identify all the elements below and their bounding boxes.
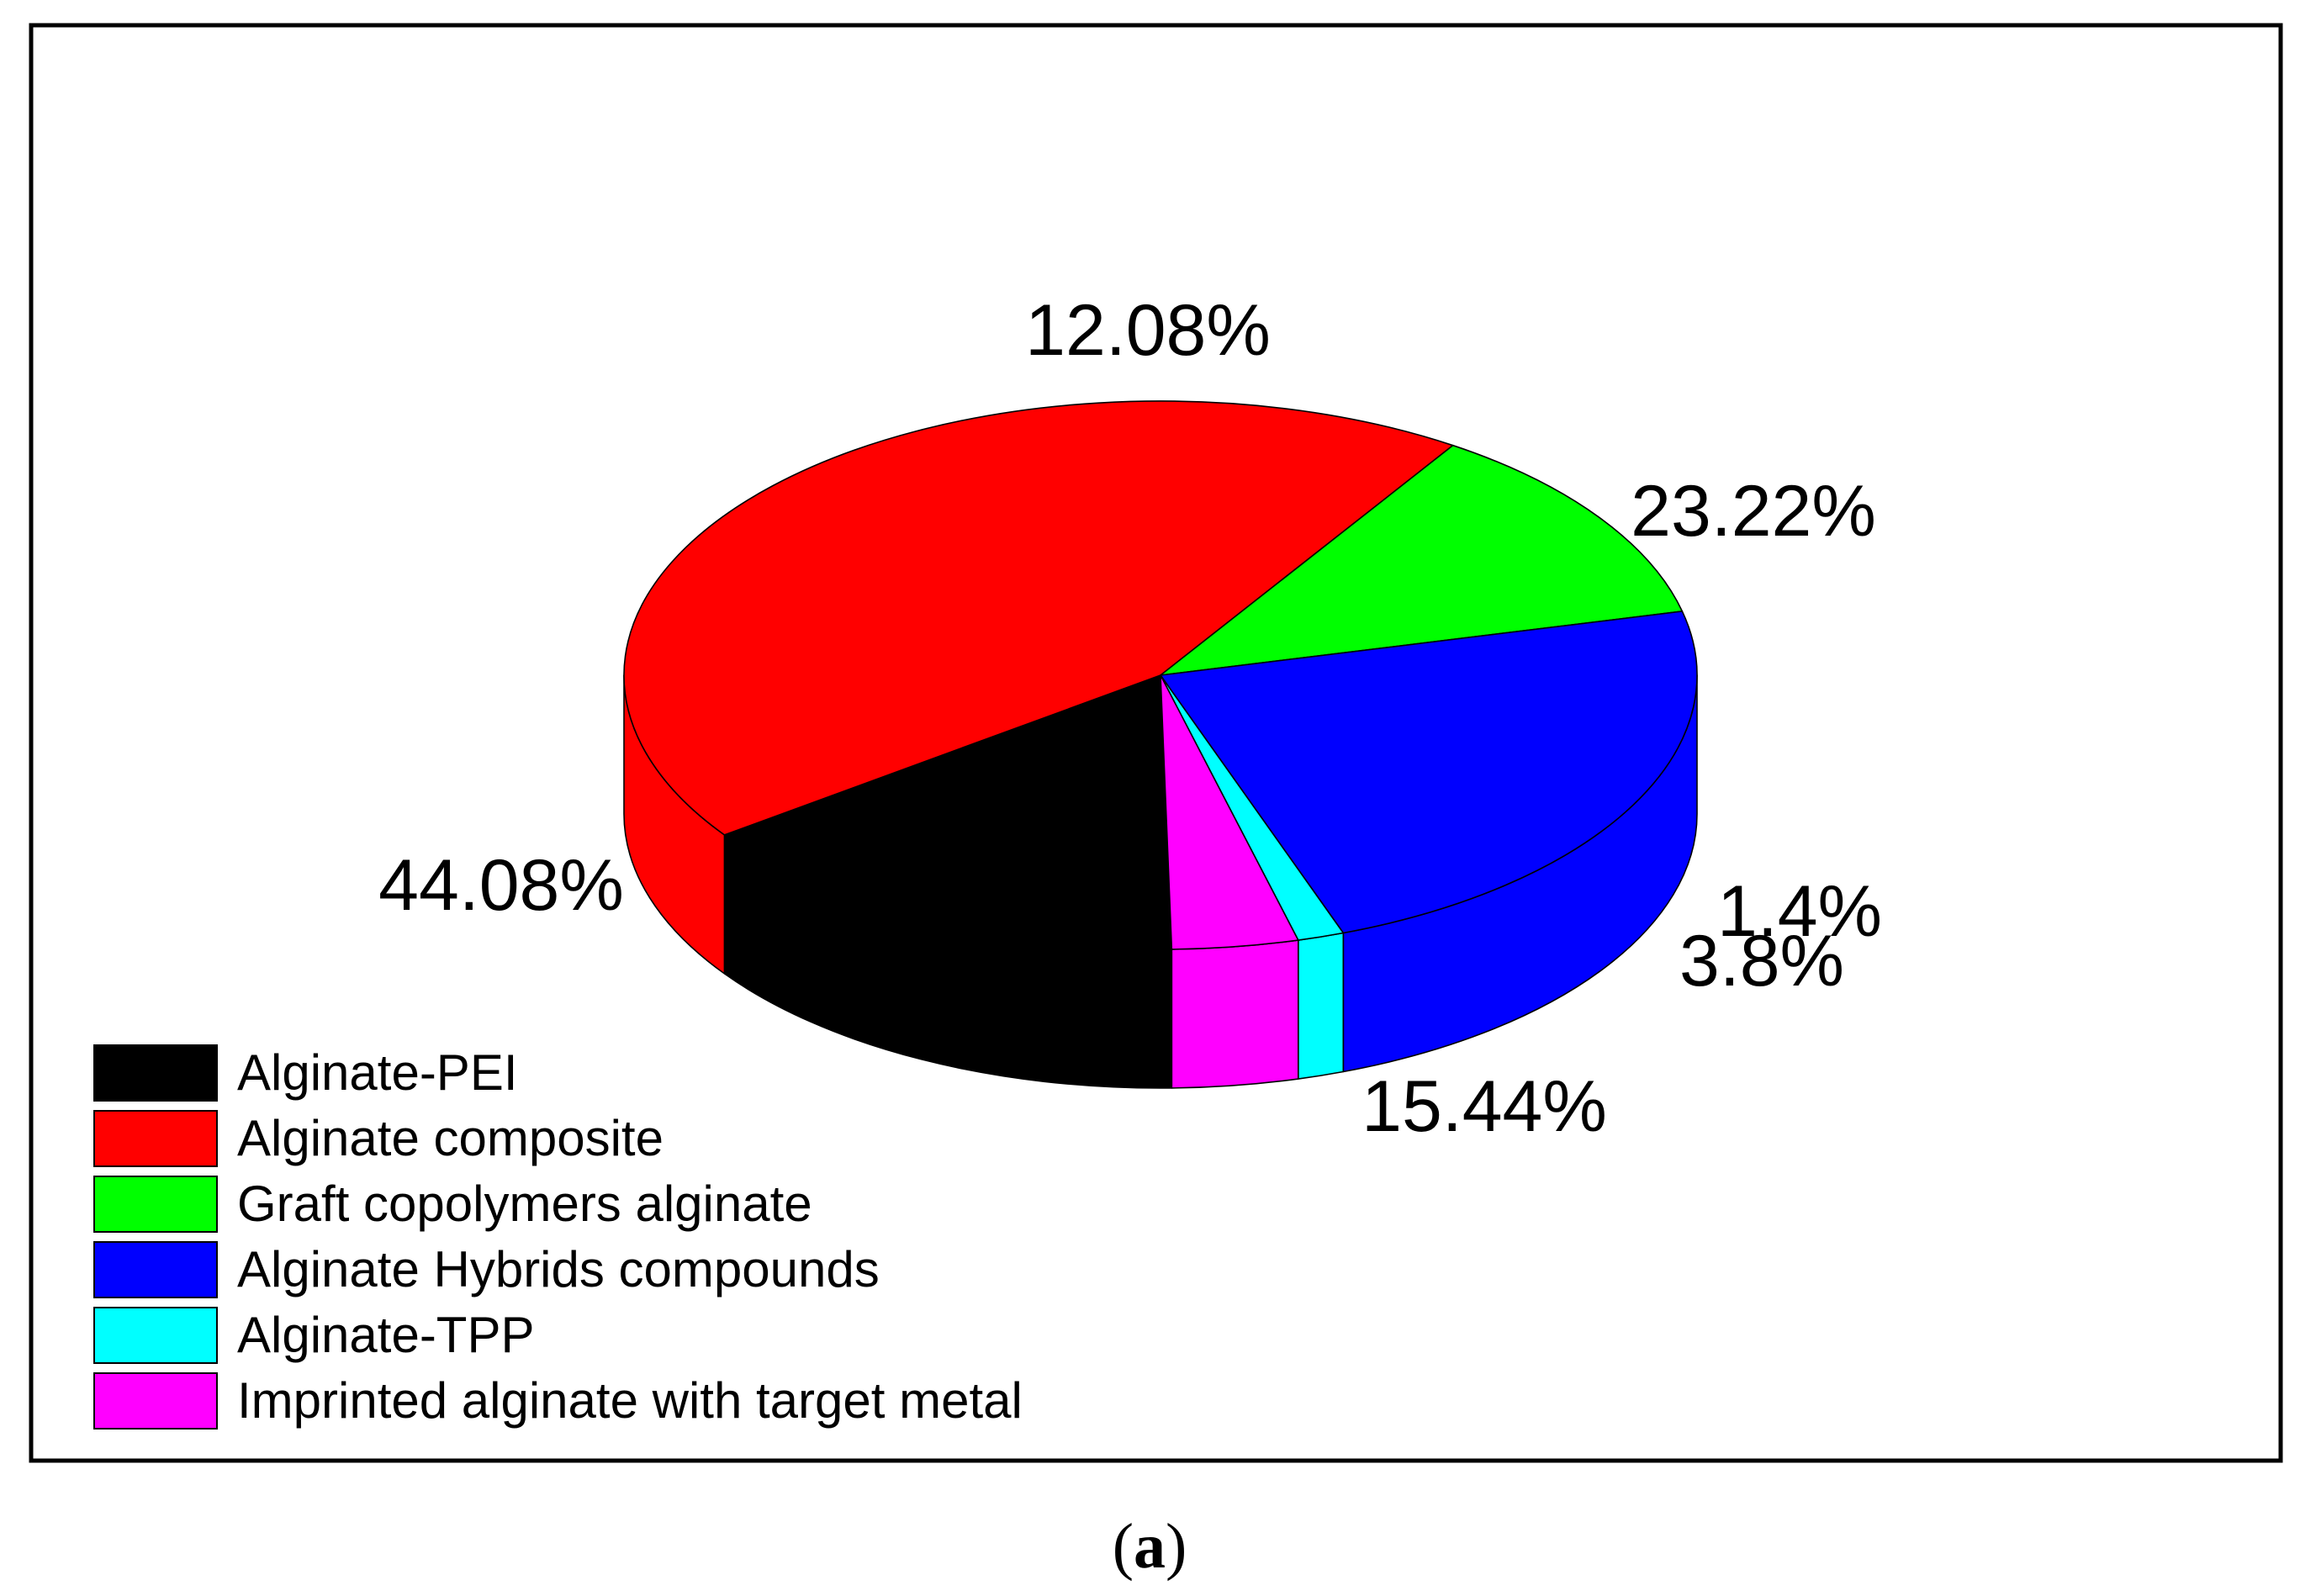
slice-label-0: 15.44%	[1361, 1066, 1607, 1147]
slice-label-1: 44.08%	[378, 845, 624, 926]
legend-swatch-4	[93, 1307, 218, 1364]
legend-label-2: Graft copolymers alginate	[237, 1176, 812, 1232]
legend-swatch-2	[93, 1176, 218, 1233]
pie-sides	[623, 674, 1698, 1089]
legend-label-1: Alginate composite	[237, 1110, 664, 1166]
legend: Alginate-PEI Alginate composite Graft copo…	[93, 1044, 1023, 1430]
slice-label-4: 1.4%	[1717, 871, 1882, 952]
slice-3	[1160, 610, 1698, 934]
legend-swatch-0	[93, 1044, 218, 1102]
slice-label-2: 12.08%	[1025, 290, 1271, 371]
legend-swatch-5	[93, 1372, 218, 1430]
slice-2	[1160, 444, 1684, 676]
legend-swatch-3	[93, 1241, 218, 1298]
figure-caption: (a)	[1113, 1511, 1187, 1582]
slice-side-5	[1171, 939, 1299, 1089]
legend-label-5: Imprinted alginate with target metal	[237, 1372, 1023, 1429]
legend-label-3: Alginate Hybrids compounds	[237, 1241, 880, 1297]
slice-side-4	[1298, 932, 1345, 1080]
slice-label-5: 3.8%	[1679, 921, 1844, 1001]
legend-label-0: Alginate-PEI	[237, 1044, 518, 1101]
slice-5	[1160, 674, 1299, 950]
slice-labels: 15.44% 44.08% 12.08% 23.22% 1.4%3.8%	[378, 290, 1882, 1147]
legend-label-4: Alginate-TPP	[237, 1307, 535, 1363]
slice-1	[623, 400, 1454, 836]
slice-0	[723, 674, 1173, 950]
slice-label-3: 23.22%	[1631, 471, 1876, 552]
legend-swatch-1	[93, 1110, 218, 1167]
pie-tops	[623, 400, 1698, 950]
